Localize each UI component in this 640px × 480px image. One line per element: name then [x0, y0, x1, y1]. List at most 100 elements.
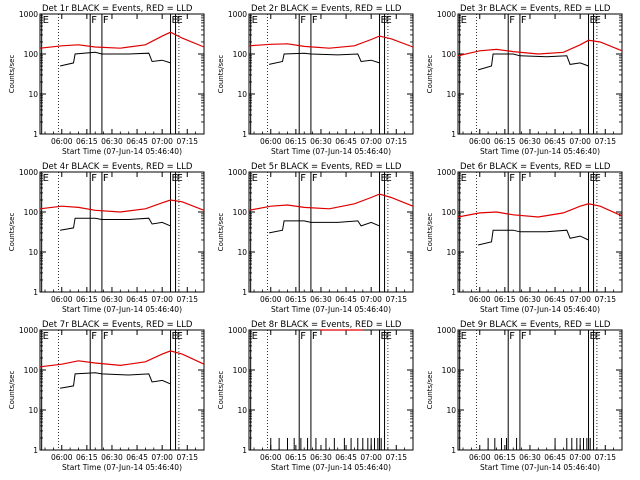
- series-events-line: [477, 229, 589, 246]
- event-marker-label: F: [509, 331, 515, 342]
- plot-frame: [248, 329, 414, 451]
- x-tick-label: 07:15: [594, 137, 616, 146]
- series-lld-line: [39, 350, 205, 368]
- y-tick-label: 10: [446, 248, 456, 257]
- x-tick-label: 07:15: [385, 295, 407, 304]
- event-marker-label: F: [509, 15, 515, 26]
- y-tick-label: 10: [237, 248, 247, 257]
- x-axis-label: Start Time (07-Jun-14 05:46:40): [271, 463, 391, 472]
- y-tick-label: 1: [242, 288, 247, 297]
- panel-title: Det 2r BLACK = Events, RED = LLD: [251, 4, 402, 14]
- panel-title: Det 9r BLACK = Events, RED = LLD: [460, 320, 611, 330]
- event-marker-label: E: [381, 331, 387, 342]
- x-tick-label: 07:15: [594, 453, 616, 462]
- event-marker-label: F: [509, 173, 515, 184]
- event-marker-label: E: [252, 173, 258, 184]
- x-axis-label: Start Time (07-Jun-14 05:46:40): [480, 305, 600, 314]
- event-marker-label: F: [91, 15, 97, 26]
- x-tick-label: 07:15: [385, 137, 407, 146]
- x-tick-label: 06:45: [126, 295, 148, 304]
- x-tick-label: 06:15: [285, 453, 307, 462]
- x-tick-label: 06:00: [260, 453, 282, 462]
- y-axis-label: Counts/sec: [8, 213, 16, 252]
- y-tick-label: 1000: [228, 10, 247, 19]
- x-tick-label: 06:00: [51, 137, 73, 146]
- y-tick-label: 10: [237, 90, 247, 99]
- y-axis-label: Counts/sec: [426, 55, 434, 94]
- x-tick-label: 06:15: [285, 295, 307, 304]
- x-axis-label: Start Time (07-Jun-14 05:46:40): [480, 147, 600, 156]
- event-marker-label: F: [300, 15, 306, 26]
- event-marker-label: E: [461, 331, 467, 342]
- event-marker-label: F: [312, 331, 318, 342]
- y-tick-label: 10: [446, 90, 456, 99]
- series-lld-line: [457, 203, 623, 218]
- x-tick-label: 06:45: [544, 137, 566, 146]
- y-tick-label: 1: [451, 288, 456, 297]
- y-tick-label: 1: [33, 288, 38, 297]
- panel-title: Det 5r BLACK = Events, RED = LLD: [251, 162, 402, 172]
- plot-frame: [39, 329, 205, 451]
- x-tick-label: 06:15: [494, 137, 516, 146]
- x-tick-label: 06:45: [335, 295, 357, 304]
- series-events-line: [477, 53, 589, 71]
- y-axis-label: Counts/sec: [217, 371, 225, 410]
- x-tick-label: 06:00: [260, 137, 282, 146]
- y-tick-label: 100: [24, 50, 39, 59]
- x-tick-label: 07:15: [176, 295, 198, 304]
- x-tick-label: 06:15: [76, 137, 98, 146]
- event-marker-label: E: [381, 173, 387, 184]
- x-tick-label: 06:30: [310, 137, 332, 146]
- x-tick-label: 06:15: [285, 137, 307, 146]
- event-marker-label: F: [312, 15, 318, 26]
- series-lld-line: [248, 35, 414, 49]
- x-tick-label: 07:15: [176, 453, 198, 462]
- event-marker-label: E: [252, 331, 258, 342]
- x-axis-label: Start Time (07-Jun-14 05:46:40): [271, 305, 391, 314]
- panel-title: Det 8r BLACK = Events, RED = LLD: [251, 320, 402, 330]
- x-tick-label: 07:00: [151, 453, 173, 462]
- x-axis-label: Start Time (07-Jun-14 05:46:40): [62, 305, 182, 314]
- event-marker-label: E: [43, 173, 49, 184]
- panel-title: Det 4r BLACK = Events, RED = LLD: [42, 162, 193, 172]
- plot-frame: [39, 171, 205, 293]
- event-marker-label: E: [43, 15, 49, 26]
- x-tick-label: 06:45: [544, 295, 566, 304]
- y-tick-label: 1000: [437, 168, 456, 177]
- y-tick-label: 100: [442, 366, 457, 375]
- x-tick-label: 06:30: [101, 295, 123, 304]
- x-tick-label: 06:15: [494, 295, 516, 304]
- y-tick-label: 10: [28, 248, 38, 257]
- y-tick-label: 10: [446, 406, 456, 415]
- series-events-line: [59, 51, 171, 67]
- x-tick-label: 06:00: [469, 295, 491, 304]
- event-marker-label: E: [43, 331, 49, 342]
- event-marker-label: F: [103, 331, 109, 342]
- plot-frame: [457, 329, 623, 451]
- event-marker-label: F: [103, 15, 109, 26]
- x-tick-label: 06:30: [310, 453, 332, 462]
- series-events-line: [269, 220, 380, 234]
- y-tick-label: 100: [24, 366, 39, 375]
- y-tick-label: 1000: [228, 168, 247, 177]
- event-marker-label: E: [177, 173, 183, 184]
- y-tick-label: 1: [242, 446, 247, 455]
- x-tick-label: 07:00: [569, 453, 591, 462]
- y-tick-label: 1000: [19, 10, 38, 19]
- event-marker-label: E: [252, 15, 258, 26]
- x-tick-label: 06:45: [126, 453, 148, 462]
- x-tick-label: 06:00: [260, 295, 282, 304]
- x-tick-label: 07:15: [176, 137, 198, 146]
- x-tick-label: 06:30: [101, 137, 123, 146]
- y-tick-label: 100: [442, 208, 457, 217]
- event-marker-label: F: [91, 331, 97, 342]
- series-lld-line: [39, 199, 205, 213]
- x-tick-label: 06:00: [469, 453, 491, 462]
- x-axis-label: Start Time (07-Jun-14 05:46:40): [271, 147, 391, 156]
- event-marker-label: E: [386, 15, 392, 26]
- event-marker-label: E: [386, 173, 392, 184]
